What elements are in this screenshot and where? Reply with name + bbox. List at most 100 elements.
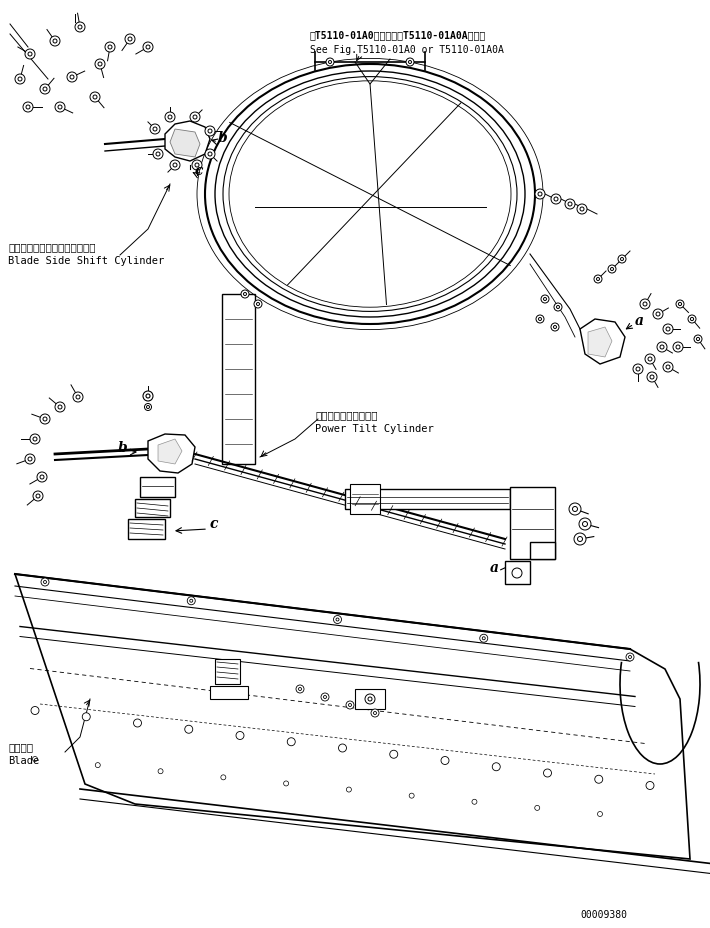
Circle shape [676,345,680,350]
Text: c: c [210,517,219,531]
Text: パワーチルトシリンダ: パワーチルトシリンダ [315,409,378,419]
Circle shape [574,534,586,546]
Circle shape [643,303,647,306]
Polygon shape [588,328,612,357]
Circle shape [30,434,40,445]
Circle shape [535,806,540,810]
Circle shape [640,300,650,310]
Circle shape [55,403,65,413]
Circle shape [76,395,80,400]
Circle shape [673,342,683,353]
Circle shape [535,190,545,200]
Circle shape [55,103,65,113]
Circle shape [187,597,195,605]
Circle shape [25,50,35,60]
Circle shape [95,60,105,70]
Text: ブレード: ブレード [8,741,33,751]
Circle shape [146,394,150,398]
Circle shape [33,492,43,501]
Circle shape [283,781,288,786]
Text: 00009380: 00009380 [580,909,627,919]
Circle shape [58,106,62,110]
Circle shape [543,298,547,302]
Circle shape [40,84,50,95]
Circle shape [168,116,172,120]
Circle shape [608,265,616,274]
Circle shape [663,363,673,373]
Circle shape [146,46,150,50]
Circle shape [33,756,38,762]
Circle shape [324,696,327,699]
Circle shape [336,618,339,622]
Circle shape [653,310,663,319]
Circle shape [105,43,115,53]
Circle shape [408,61,412,64]
Circle shape [58,406,62,409]
Circle shape [512,568,522,578]
Circle shape [133,719,141,728]
Circle shape [128,38,132,42]
Circle shape [569,504,581,515]
Circle shape [472,799,477,805]
Circle shape [321,693,329,702]
Text: ブレードサイドシフトシリンダ: ブレードサイドシフトシリンダ [8,241,96,251]
Circle shape [480,635,488,642]
Polygon shape [222,295,255,465]
Circle shape [173,164,177,168]
Circle shape [82,713,90,721]
Circle shape [577,205,587,214]
Polygon shape [510,487,555,560]
Circle shape [241,290,249,299]
Circle shape [190,599,192,602]
Circle shape [666,328,670,331]
Circle shape [579,519,591,531]
Circle shape [93,96,97,100]
Circle shape [551,324,559,331]
Circle shape [568,203,572,207]
Circle shape [572,507,577,512]
Circle shape [205,149,215,160]
Circle shape [40,475,44,480]
Polygon shape [530,542,555,560]
Circle shape [697,338,699,342]
Circle shape [98,63,102,67]
Circle shape [156,153,160,157]
Circle shape [676,301,684,309]
Circle shape [70,76,74,80]
Circle shape [492,763,501,771]
Polygon shape [170,130,200,158]
Circle shape [108,46,112,50]
Circle shape [145,404,151,411]
Circle shape [73,393,83,403]
Circle shape [67,73,77,83]
Polygon shape [215,659,240,684]
Circle shape [23,103,33,113]
Circle shape [339,744,346,753]
Polygon shape [15,574,690,859]
Circle shape [618,256,626,264]
Circle shape [288,738,295,746]
Circle shape [657,342,667,353]
Circle shape [236,731,244,740]
Circle shape [153,128,157,132]
Circle shape [150,125,160,135]
Circle shape [43,581,46,584]
Circle shape [143,392,153,402]
Polygon shape [350,484,380,514]
Circle shape [646,781,654,790]
Circle shape [626,653,634,662]
Circle shape [37,472,47,483]
Circle shape [298,688,302,690]
Polygon shape [345,489,510,509]
Circle shape [554,326,557,329]
Circle shape [645,354,655,365]
Polygon shape [165,122,210,161]
Circle shape [165,113,175,122]
Circle shape [647,373,657,382]
Polygon shape [140,478,175,497]
Text: See Fig.T5110-01A0 or T5110-01A0A: See Fig.T5110-01A0 or T5110-01A0A [310,45,504,55]
Text: Power Tilt Cylinder: Power Tilt Cylinder [315,423,434,433]
Circle shape [31,707,39,715]
Circle shape [349,703,351,707]
Circle shape [482,637,485,640]
